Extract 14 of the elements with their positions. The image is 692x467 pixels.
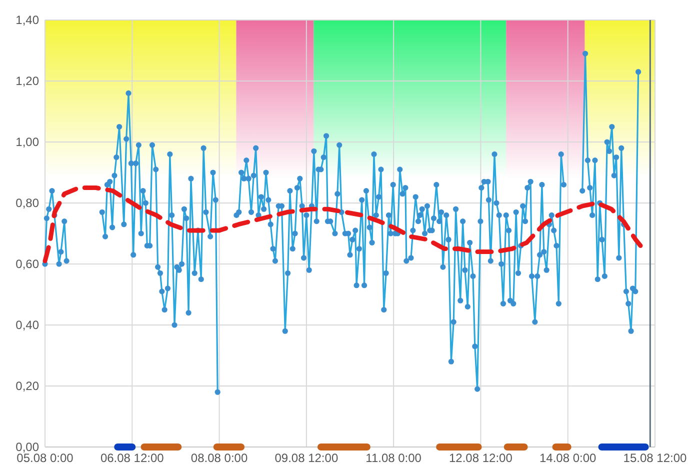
y-tick-label: 1,40 bbox=[16, 13, 40, 28]
x-tick-label: 06.08 12:00 bbox=[100, 451, 164, 465]
x-tick-label: 11.08 0:00 bbox=[366, 451, 422, 465]
y-tick-label: 0,80 bbox=[16, 196, 40, 210]
x-tick-label: 08.08 0:00 bbox=[190, 451, 248, 465]
y-tick-label: 0,20 bbox=[16, 379, 40, 394]
x-tick-label: 14.08 0:00 bbox=[540, 451, 597, 465]
x-tick-label: 12.08 12:00 bbox=[449, 451, 513, 465]
y-tick-label: 0,40 bbox=[16, 318, 40, 332]
y-tick-label: 1,00 bbox=[16, 135, 40, 150]
x-tick-label: 09.08 12:00 bbox=[274, 451, 338, 465]
y-tick-label: 1,20 bbox=[16, 74, 40, 88]
y-tick-label: 0,60 bbox=[16, 257, 40, 272]
x-tick-label: 15.08 12:00 bbox=[623, 451, 688, 465]
